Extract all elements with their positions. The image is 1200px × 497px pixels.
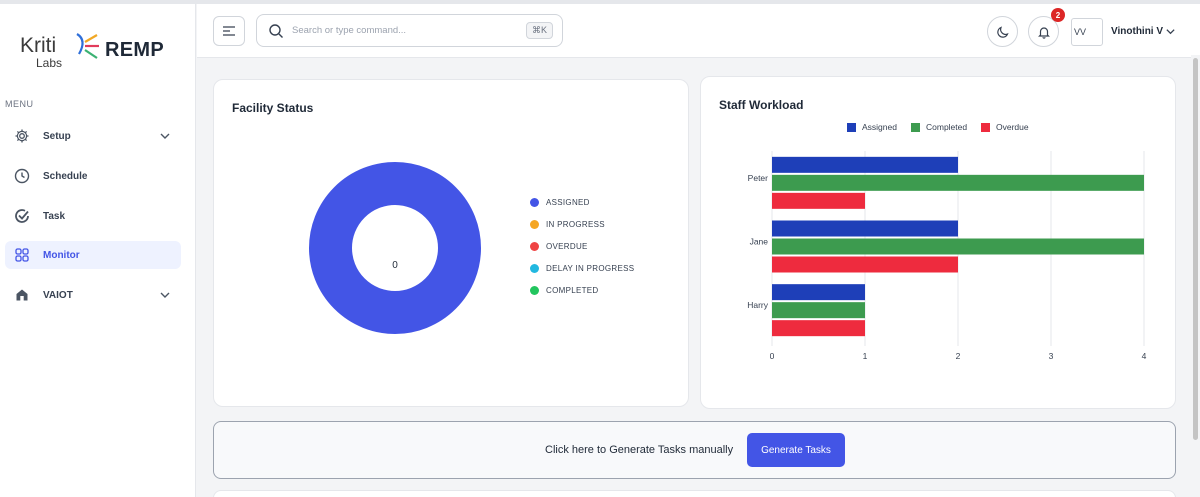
legend-dot: [530, 286, 539, 295]
avatar-alt-text: VV: [1074, 27, 1087, 37]
sidebar-item-monitor[interactable]: Monitor: [5, 241, 181, 269]
bar-peter-overdue[interactable]: [772, 192, 865, 209]
legend-dot: [530, 264, 539, 273]
x-tick-label: 1: [863, 351, 868, 361]
notification-badge: 2: [1051, 8, 1065, 22]
bar-harry-assigned[interactable]: [772, 284, 865, 301]
logo: Kriti Labs REMP: [20, 26, 190, 76]
staff-workload-bar-chart: 0 1 2 3 4 Peter Jane Harry: [747, 151, 1147, 361]
grid-icon: [13, 246, 31, 264]
x-tick-label: 0: [770, 351, 775, 361]
sidebar-item-label: Task: [43, 210, 66, 222]
legend-item-overdue[interactable]: OVERDUE: [530, 242, 588, 251]
legend-label: OVERDUE: [546, 242, 588, 251]
card-title: Staff Workload: [719, 98, 804, 112]
legend-item-in-progress[interactable]: IN PROGRESS: [530, 220, 605, 229]
user-name[interactable]: Vinothini V: [1111, 26, 1164, 37]
legend-item-assigned[interactable]: Assigned: [847, 122, 897, 132]
app-name: REMP: [105, 39, 164, 61]
legend-swatch: [911, 122, 920, 132]
bar-jane-overdue[interactable]: [772, 256, 958, 273]
search-icon: [269, 23, 283, 38]
sidebar-toggle-button[interactable]: [213, 16, 245, 46]
legend-item-completed[interactable]: Completed: [911, 122, 967, 132]
legend-label: Overdue: [996, 122, 1029, 132]
staff-workload-card: Staff Workload Assigned Completed Overdu…: [700, 76, 1176, 409]
generate-tasks-panel: Click here to Generate Tasks manually Ge…: [213, 421, 1176, 479]
legend-label: ASSIGNED: [546, 198, 590, 207]
sidebar-item-label: VAIOT: [43, 289, 73, 301]
y-tick-label: Peter: [748, 173, 768, 183]
search-box[interactable]: ⌘K: [256, 14, 563, 47]
sidebar-item-label: Setup: [43, 130, 71, 142]
legend-item-completed[interactable]: COMPLETED: [530, 286, 599, 295]
legend-swatch: [981, 122, 990, 132]
y-tick-label: Jane: [750, 237, 769, 247]
sidebar-item-setup[interactable]: Setup: [5, 122, 181, 150]
sidebar-item-vaiot[interactable]: VAIOT: [5, 281, 181, 309]
bar-peter-completed[interactable]: [772, 174, 1144, 191]
theme-toggle-button[interactable]: [987, 16, 1018, 47]
logo-subtext: Labs: [36, 56, 63, 70]
menu-icon: [223, 26, 235, 36]
legend-item-assigned[interactable]: ASSIGNED: [530, 198, 590, 207]
moon-icon: [996, 25, 1009, 38]
facility-status-card: Facility Status 0 16 ASSIGNED IN PROGRES…: [213, 79, 689, 407]
donut-label-top: 0: [392, 260, 398, 271]
sidebar-item-label: Monitor: [43, 249, 80, 261]
avatar[interactable]: VV: [1071, 18, 1103, 46]
sidebar-item-label: Schedule: [43, 170, 88, 182]
legend-item-overdue[interactable]: Overdue: [981, 122, 1029, 132]
legend-label: Completed: [926, 122, 968, 132]
chevron-down-icon[interactable]: [1165, 26, 1176, 37]
check-circle-icon: [13, 207, 31, 225]
chevron-down-icon: [160, 292, 170, 298]
x-tick-label: 3: [1049, 351, 1054, 361]
legend-item-delay-in-progress[interactable]: DELAY IN PROGRESS: [530, 264, 634, 273]
y-tick-label: Harry: [747, 300, 769, 310]
search-input[interactable]: [292, 25, 512, 36]
bar-jane-completed[interactable]: [772, 238, 1144, 255]
menu-title: MENU: [5, 99, 34, 109]
legend-label: DELAY IN PROGRESS: [546, 264, 635, 273]
logo-text: Kriti: [20, 34, 57, 57]
legend-label: IN PROGRESS: [546, 220, 605, 229]
legend-dot: [530, 242, 539, 251]
legend-dot: [530, 198, 539, 207]
sidebar-item-schedule[interactable]: Schedule: [5, 162, 181, 190]
legend-label: COMPLETED: [546, 286, 599, 295]
chevron-down-icon: [160, 133, 170, 139]
facility-donut-chart: 0 16: [309, 162, 481, 334]
logo-spark-icon: [76, 33, 99, 59]
card-title: Facility Status: [232, 101, 314, 115]
home-icon: [13, 286, 31, 304]
generate-tasks-text: Click here to Generate Tasks manually: [545, 444, 734, 456]
legend-swatch: [847, 122, 856, 132]
legend-label: Assigned: [862, 122, 897, 132]
bell-icon: [1037, 26, 1050, 39]
bar-peter-assigned[interactable]: [772, 156, 958, 173]
shortcut-hint: ⌘K: [525, 22, 553, 39]
sidebar-item-task[interactable]: Task: [5, 202, 181, 230]
legend-dot: [530, 220, 539, 229]
bar-jane-assigned[interactable]: [772, 220, 958, 237]
x-tick-label: 2: [956, 351, 961, 361]
bar-harry-completed[interactable]: [772, 302, 865, 319]
bar-harry-overdue[interactable]: [772, 320, 865, 337]
bottom-card: [213, 490, 1176, 497]
scrollbar-thumb[interactable]: [1193, 58, 1198, 440]
gear-icon: [13, 127, 31, 145]
donut-slice-assigned[interactable]: [309, 162, 481, 334]
x-tick-label: 4: [1142, 351, 1147, 361]
top-border: [0, 0, 1200, 4]
clock-icon: [13, 167, 31, 185]
generate-tasks-button[interactable]: Generate Tasks: [747, 433, 845, 467]
top-header: ⌘K 2 VV Vinothini V: [197, 4, 1200, 58]
sidebar: Kriti Labs REMP MENU Setup Schedule Task: [0, 4, 196, 497]
